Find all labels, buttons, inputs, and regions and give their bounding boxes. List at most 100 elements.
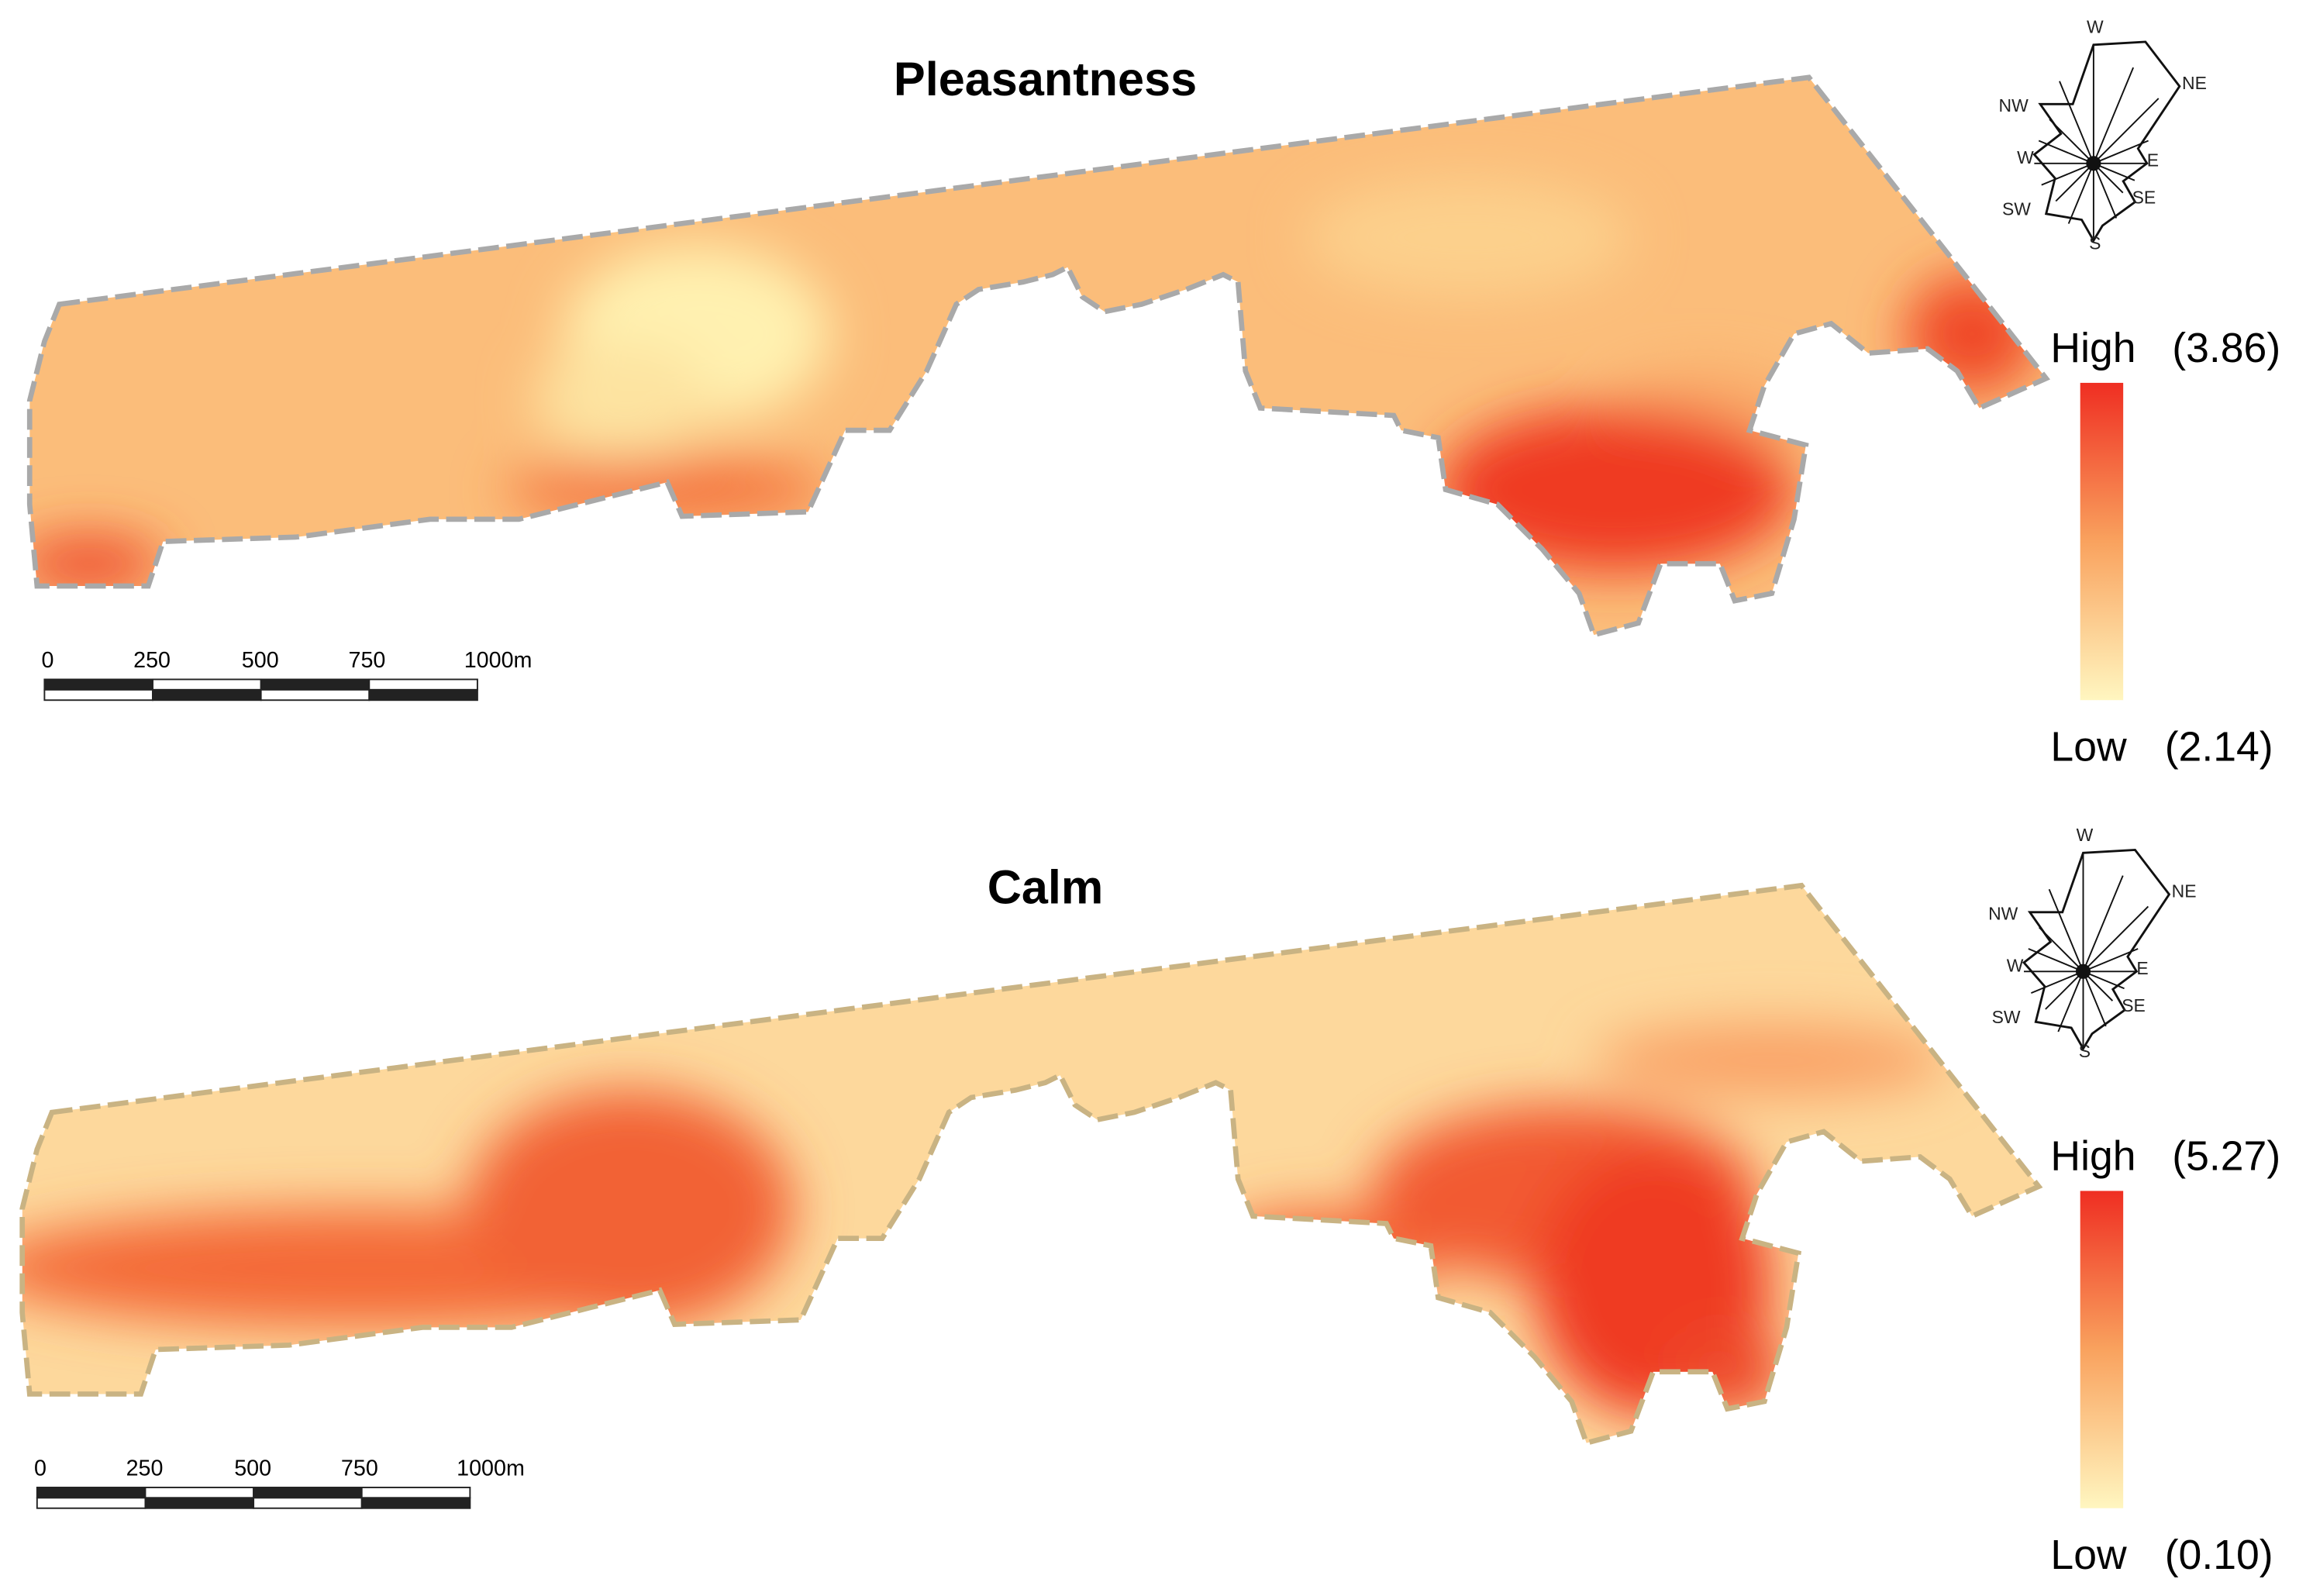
scale-label: 250 <box>126 1456 164 1481</box>
scale-seg <box>253 1497 363 1509</box>
legend-high: High <box>2050 1134 2135 1180</box>
legend-low: Low <box>2050 1532 2127 1578</box>
rose-shape <box>2032 40 2181 243</box>
rose-center <box>2075 963 2091 979</box>
rose-spoke <box>2038 140 2094 164</box>
boundary <box>26 74 2050 639</box>
compass-label: NW <box>1999 95 2029 115</box>
legend-high-value: (3.86) <box>2172 326 2280 371</box>
compass-label: S <box>2079 1041 2091 1061</box>
scale-seg <box>144 1497 255 1509</box>
rose-spoke <box>2041 162 2094 186</box>
rose-spoke <box>2083 948 2139 973</box>
wind-rose: W NE NW W E SW SE S <box>1988 825 2196 1061</box>
compass-label: NE <box>2172 881 2197 901</box>
scale-seg <box>368 678 478 691</box>
heat-zone <box>1305 178 1632 297</box>
legend-ramp <box>2080 382 2124 701</box>
scale-seg <box>152 688 262 701</box>
scale-label: 0 <box>34 1456 47 1481</box>
heatmap <box>29 77 2046 636</box>
heat-zone <box>504 460 831 519</box>
legend-ramp <box>2080 1191 2124 1508</box>
rose-spoke <box>2055 163 2094 202</box>
rose-spoke <box>2048 888 2084 972</box>
compass-label: W <box>2007 955 2024 975</box>
scale-label: 750 <box>341 1456 378 1481</box>
compass-label: W <box>2087 16 2104 36</box>
rose-spoke <box>2082 875 2124 972</box>
heat-base <box>29 77 2046 636</box>
rose-spoke <box>2082 970 2107 1027</box>
scale-label: 500 <box>234 1456 271 1481</box>
heat-blobs <box>22 1023 1950 1417</box>
compass-label: NE <box>2182 73 2207 93</box>
compass-label: SW <box>2002 199 2031 219</box>
scale-label: 1000m <box>457 1456 525 1481</box>
compass-label: W <box>2017 147 2034 167</box>
rose-spoke <box>2082 905 2149 972</box>
scale-bar: 0 250 500 750 1000m <box>34 1456 525 1509</box>
scale-seg <box>368 688 478 701</box>
map <box>26 74 2050 639</box>
rose-spoke <box>2039 926 2084 972</box>
scale-seg <box>360 1497 471 1509</box>
scale-seg <box>260 688 371 701</box>
map <box>19 882 2043 1446</box>
rose-spoke <box>2057 970 2084 1032</box>
rose-spoke <box>2093 67 2135 164</box>
scale-seg <box>144 1487 255 1499</box>
scale-label: 500 <box>242 648 279 673</box>
scale-label: 250 <box>133 648 171 673</box>
rose-spoke <box>2049 119 2094 164</box>
legend-low-value: (2.14) <box>2165 725 2273 770</box>
compass-label: SE <box>2132 187 2156 207</box>
rose-shape <box>2022 848 2171 1051</box>
scale-label: 0 <box>42 648 54 673</box>
compass-label: W <box>2077 825 2094 845</box>
scale-seg <box>36 1497 147 1509</box>
rose-spoke <box>2067 163 2094 224</box>
map-title: Pleasantness <box>894 53 1197 105</box>
compass-label: SW <box>1992 1007 2021 1027</box>
panel: Calm 0 250 500 750 1000m W NE NW W E SW SE S High (5.27… <box>19 825 2280 1578</box>
wind-rose: W NE NW W E SW SE S <box>1999 16 2207 253</box>
rose-spoke <box>2093 162 2135 181</box>
compass-label: E <box>2136 958 2148 978</box>
rose-spoke <box>2093 163 2118 219</box>
boundary <box>19 882 2043 1446</box>
rose-spoke <box>2093 98 2160 164</box>
legend-high: High <box>2050 326 2135 371</box>
scale-seg <box>360 1487 471 1499</box>
scale-seg <box>43 688 153 701</box>
rose-center <box>2086 156 2101 171</box>
rose-spoke <box>2093 140 2149 164</box>
heat-zone <box>1905 274 2039 394</box>
scale-seg <box>253 1487 363 1499</box>
rose-spoke <box>2028 948 2084 973</box>
heat-zone <box>467 1090 794 1328</box>
compass-label: S <box>2089 233 2101 253</box>
rose-spoke <box>2045 970 2084 1010</box>
compass-label: NW <box>1988 903 2018 923</box>
scale-seg <box>43 678 153 691</box>
scale-seg <box>260 678 371 691</box>
rose-spoke <box>2083 970 2125 990</box>
legend-high-value: (5.27) <box>2172 1134 2280 1180</box>
legend-low-value: (0.10) <box>2165 1532 2273 1578</box>
rose-spoke <box>2059 81 2094 164</box>
heatmap <box>22 885 2039 1443</box>
compass-label: SE <box>2122 995 2146 1015</box>
scale-bar: 0 250 500 750 1000m <box>42 648 533 701</box>
compass-label: E <box>2147 150 2159 171</box>
heat-zone <box>1438 408 1794 571</box>
panel: Pleasantness 0 250 500 750 1000m W NE NW W E SW SE S H… <box>26 16 2280 770</box>
scale-label: 1000m <box>464 648 533 673</box>
legend-low: Low <box>2050 725 2127 770</box>
scale-label: 750 <box>349 648 386 673</box>
map-title: Calm <box>988 860 1104 913</box>
heat-zone <box>533 341 712 460</box>
heat-zone <box>29 536 164 591</box>
